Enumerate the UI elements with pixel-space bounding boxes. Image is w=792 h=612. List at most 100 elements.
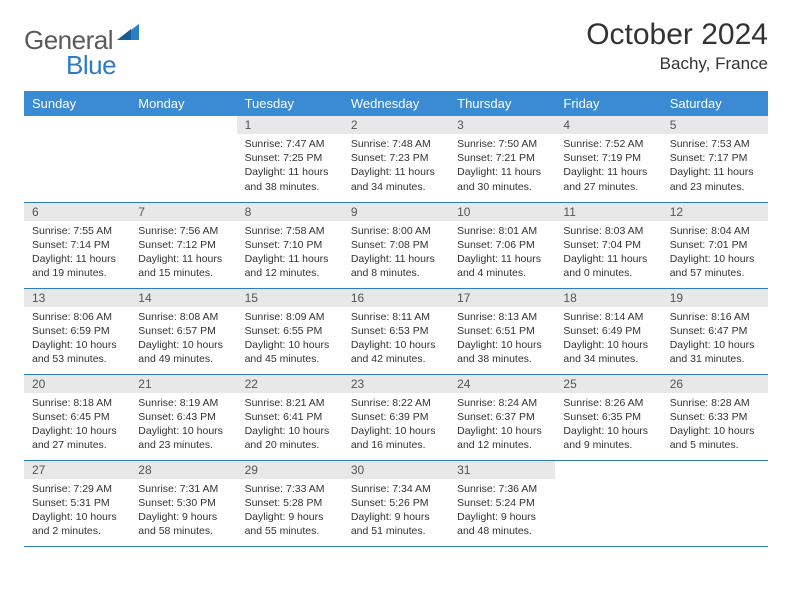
sunset-text: Sunset: 6:33 PM [670,410,760,424]
calendar-day-cell: 7Sunrise: 7:56 AMSunset: 7:12 PMDaylight… [130,202,236,288]
sunset-text: Sunset: 5:30 PM [138,496,228,510]
sunrise-text: Sunrise: 7:50 AM [457,137,547,151]
day-details: Sunrise: 7:58 AMSunset: 7:10 PMDaylight:… [237,221,343,287]
calendar-day-cell: 25Sunrise: 8:26 AMSunset: 6:35 PMDayligh… [555,374,661,460]
day-number: 18 [555,289,661,307]
day-number: 9 [343,203,449,221]
sunrise-text: Sunrise: 8:16 AM [670,310,760,324]
daylight-text: Daylight: 10 hours and 31 minutes. [670,338,760,366]
calendar-day-cell: 21Sunrise: 8:19 AMSunset: 6:43 PMDayligh… [130,374,236,460]
day-header: Saturday [662,91,768,116]
sunrise-text: Sunrise: 8:01 AM [457,224,547,238]
sunset-text: Sunset: 6:35 PM [563,410,653,424]
daylight-text: Daylight: 11 hours and 34 minutes. [351,165,441,193]
logo-text-2: Blue [66,50,116,80]
sunset-text: Sunset: 6:39 PM [351,410,441,424]
daylight-text: Daylight: 10 hours and 57 minutes. [670,252,760,280]
day-details: Sunrise: 8:18 AMSunset: 6:45 PMDaylight:… [24,393,130,459]
daylight-text: Daylight: 10 hours and 42 minutes. [351,338,441,366]
sunrise-text: Sunrise: 7:36 AM [457,482,547,496]
day-number: 15 [237,289,343,307]
day-details: Sunrise: 7:53 AMSunset: 7:17 PMDaylight:… [662,134,768,200]
day-number: 24 [449,375,555,393]
daylight-text: Daylight: 10 hours and 16 minutes. [351,424,441,452]
calendar-day-cell: 12Sunrise: 8:04 AMSunset: 7:01 PMDayligh… [662,202,768,288]
daylight-text: Daylight: 10 hours and 23 minutes. [138,424,228,452]
day-number: 29 [237,461,343,479]
calendar-day-cell: 31Sunrise: 7:36 AMSunset: 5:24 PMDayligh… [449,460,555,546]
day-number: 2 [343,116,449,134]
sunrise-text: Sunrise: 7:52 AM [563,137,653,151]
day-details: Sunrise: 7:34 AMSunset: 5:26 PMDaylight:… [343,479,449,545]
calendar-day-cell: 17Sunrise: 8:13 AMSunset: 6:51 PMDayligh… [449,288,555,374]
day-details: Sunrise: 7:50 AMSunset: 7:21 PMDaylight:… [449,134,555,200]
sunrise-text: Sunrise: 7:33 AM [245,482,335,496]
day-number: 1 [237,116,343,134]
day-number: 10 [449,203,555,221]
calendar-day-cell: 2Sunrise: 7:48 AMSunset: 7:23 PMDaylight… [343,116,449,202]
day-number: 27 [24,461,130,479]
sunset-text: Sunset: 5:28 PM [245,496,335,510]
day-number: 5 [662,116,768,134]
calendar-day-cell: 14Sunrise: 8:08 AMSunset: 6:57 PMDayligh… [130,288,236,374]
day-details: Sunrise: 8:24 AMSunset: 6:37 PMDaylight:… [449,393,555,459]
sunset-text: Sunset: 7:12 PM [138,238,228,252]
sunrise-text: Sunrise: 8:22 AM [351,396,441,410]
sunset-text: Sunset: 7:10 PM [245,238,335,252]
calendar-day-cell: 10Sunrise: 8:01 AMSunset: 7:06 PMDayligh… [449,202,555,288]
daylight-text: Daylight: 11 hours and 4 minutes. [457,252,547,280]
sunrise-text: Sunrise: 8:13 AM [457,310,547,324]
day-details: Sunrise: 7:31 AMSunset: 5:30 PMDaylight:… [130,479,236,545]
day-header: Tuesday [237,91,343,116]
sunset-text: Sunset: 5:26 PM [351,496,441,510]
day-number: 25 [555,375,661,393]
sunset-text: Sunset: 7:23 PM [351,151,441,165]
daylight-text: Daylight: 10 hours and 38 minutes. [457,338,547,366]
daylight-text: Daylight: 10 hours and 49 minutes. [138,338,228,366]
daylight-text: Daylight: 9 hours and 48 minutes. [457,510,547,538]
calendar-day-cell: 5Sunrise: 7:53 AMSunset: 7:17 PMDaylight… [662,116,768,202]
sunset-text: Sunset: 6:47 PM [670,324,760,338]
sunset-text: Sunset: 7:21 PM [457,151,547,165]
day-details: Sunrise: 7:47 AMSunset: 7:25 PMDaylight:… [237,134,343,200]
sunset-text: Sunset: 5:24 PM [457,496,547,510]
day-details: Sunrise: 8:22 AMSunset: 6:39 PMDaylight:… [343,393,449,459]
day-number: 21 [130,375,236,393]
daylight-text: Daylight: 10 hours and 53 minutes. [32,338,122,366]
calendar-day-cell [24,116,130,202]
calendar-day-cell: 23Sunrise: 8:22 AMSunset: 6:39 PMDayligh… [343,374,449,460]
calendar-day-cell: 16Sunrise: 8:11 AMSunset: 6:53 PMDayligh… [343,288,449,374]
day-details: Sunrise: 8:08 AMSunset: 6:57 PMDaylight:… [130,307,236,373]
calendar-day-cell: 26Sunrise: 8:28 AMSunset: 6:33 PMDayligh… [662,374,768,460]
day-number: 3 [449,116,555,134]
day-header: Wednesday [343,91,449,116]
sunset-text: Sunset: 6:59 PM [32,324,122,338]
calendar-week-row: 13Sunrise: 8:06 AMSunset: 6:59 PMDayligh… [24,288,768,374]
daylight-text: Daylight: 10 hours and 2 minutes. [32,510,122,538]
calendar-week-row: 1Sunrise: 7:47 AMSunset: 7:25 PMDaylight… [24,116,768,202]
sunrise-text: Sunrise: 7:29 AM [32,482,122,496]
sunrise-text: Sunrise: 8:00 AM [351,224,441,238]
sunrise-text: Sunrise: 8:26 AM [563,396,653,410]
sunset-text: Sunset: 6:55 PM [245,324,335,338]
day-details: Sunrise: 7:36 AMSunset: 5:24 PMDaylight:… [449,479,555,545]
daylight-text: Daylight: 10 hours and 20 minutes. [245,424,335,452]
day-number: 17 [449,289,555,307]
calendar-day-cell: 4Sunrise: 7:52 AMSunset: 7:19 PMDaylight… [555,116,661,202]
calendar-day-cell: 24Sunrise: 8:24 AMSunset: 6:37 PMDayligh… [449,374,555,460]
daylight-text: Daylight: 10 hours and 45 minutes. [245,338,335,366]
daylight-text: Daylight: 11 hours and 19 minutes. [32,252,122,280]
daylight-text: Daylight: 11 hours and 27 minutes. [563,165,653,193]
sunrise-text: Sunrise: 8:09 AM [245,310,335,324]
calendar-day-cell: 20Sunrise: 8:18 AMSunset: 6:45 PMDayligh… [24,374,130,460]
day-details: Sunrise: 8:04 AMSunset: 7:01 PMDaylight:… [662,221,768,287]
calendar-week-row: 6Sunrise: 7:55 AMSunset: 7:14 PMDaylight… [24,202,768,288]
day-header-row: Sunday Monday Tuesday Wednesday Thursday… [24,91,768,116]
day-number: 11 [555,203,661,221]
sunset-text: Sunset: 6:37 PM [457,410,547,424]
day-header: Thursday [449,91,555,116]
sunrise-text: Sunrise: 8:03 AM [563,224,653,238]
calendar-day-cell [555,460,661,546]
sunrise-text: Sunrise: 8:06 AM [32,310,122,324]
sunrise-text: Sunrise: 8:24 AM [457,396,547,410]
